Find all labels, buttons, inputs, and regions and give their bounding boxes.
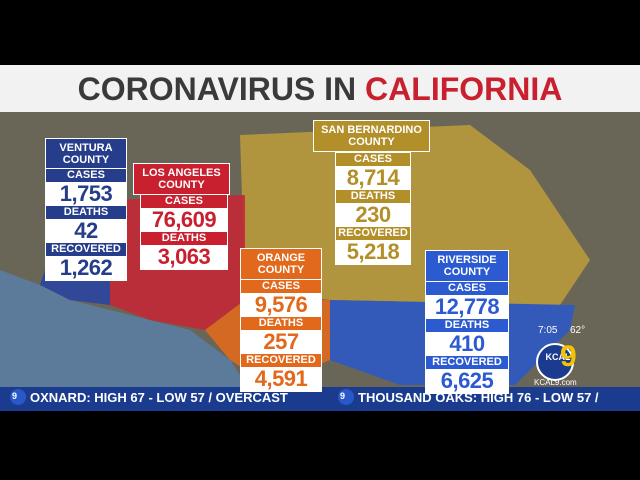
stat-value: 12,778: [426, 295, 508, 319]
stat-label: RECOVERED: [46, 243, 126, 256]
stat-value: 9,576: [241, 293, 321, 317]
county-stats: CASES 1,753 DEATHS 42 RECOVERED 1,262: [45, 168, 127, 281]
title-bar: [0, 65, 640, 112]
stat-label: DEATHS: [46, 206, 126, 219]
stat-label: CASES: [336, 153, 410, 166]
stat-value: 257: [241, 330, 321, 354]
stat-label: RECOVERED: [426, 356, 508, 369]
clock-time: 7:05: [538, 325, 558, 336]
stat-label: CASES: [46, 169, 126, 182]
ticker-logo: [10, 389, 26, 405]
title: CORONAVIRUS IN CALIFORNIA: [0, 70, 640, 108]
stat-label: DEATHS: [426, 319, 508, 332]
stat-value: 230: [336, 203, 410, 227]
stat-value: 6,625: [426, 369, 508, 393]
stat-label: RECOVERED: [241, 354, 321, 367]
stat-value: 76,609: [141, 208, 227, 232]
stat-value: 410: [426, 332, 508, 356]
ocean: [0, 270, 250, 390]
stat-value: 4,591: [241, 367, 321, 391]
logo-website: KCAL9.com: [534, 378, 577, 387]
ticker-logo-text: 9: [12, 391, 18, 401]
title-highlight: CALIFORNIA: [365, 71, 563, 107]
ticker-item: OXNARD: HIGH 67 - LOW 57 / OVERCAST: [30, 390, 288, 405]
stat-value: 1,262: [46, 256, 126, 280]
stat-label: RECOVERED: [336, 227, 410, 240]
logo-channel: 9: [560, 340, 577, 373]
ticker-item: THOUSAND OAKS: HIGH 76 - LOW 57 /: [358, 390, 599, 405]
stat-label: DEATHS: [141, 232, 227, 245]
stat-label: DEATHS: [336, 190, 410, 203]
title-prefix: CORONAVIRUS IN: [77, 71, 357, 107]
logo-badge: [536, 343, 574, 381]
clock-temperature: 62°: [570, 325, 586, 336]
county-header: VENTURA COUNTY: [45, 138, 127, 170]
county-header: LOS ANGELES COUNTY: [133, 163, 230, 195]
county-header: RIVERSIDE COUNTY: [425, 250, 509, 282]
stat-label: CASES: [426, 282, 508, 295]
stat-label: DEATHS: [241, 317, 321, 330]
stat-value: 1,753: [46, 182, 126, 206]
logo-station: KCAL: [545, 352, 571, 362]
county-header: ORANGE COUNTY: [240, 248, 322, 280]
county-header: SAN BERNARDINO COUNTY: [313, 120, 430, 152]
stat-value: 3,063: [141, 245, 227, 269]
stat-label: CASES: [141, 195, 227, 208]
stat-label: CASES: [241, 280, 321, 293]
stat-value: 42: [46, 219, 126, 243]
county-stats: CASES 76,609 DEATHS 3,063: [140, 194, 228, 270]
ticker-logo: [338, 389, 354, 405]
ticker-logo-text: 9: [340, 391, 346, 401]
county-stats: CASES 8,714 DEATHS 230 RECOVERED 5,218: [335, 152, 411, 265]
county-stats: CASES 12,778 DEATHS 410 RECOVERED 6,625: [425, 281, 509, 394]
stat-value: 8,714: [336, 166, 410, 190]
stat-value: 5,218: [336, 240, 410, 264]
county-stats: CASES 9,576 DEATHS 257 RECOVERED 4,591: [240, 279, 322, 392]
